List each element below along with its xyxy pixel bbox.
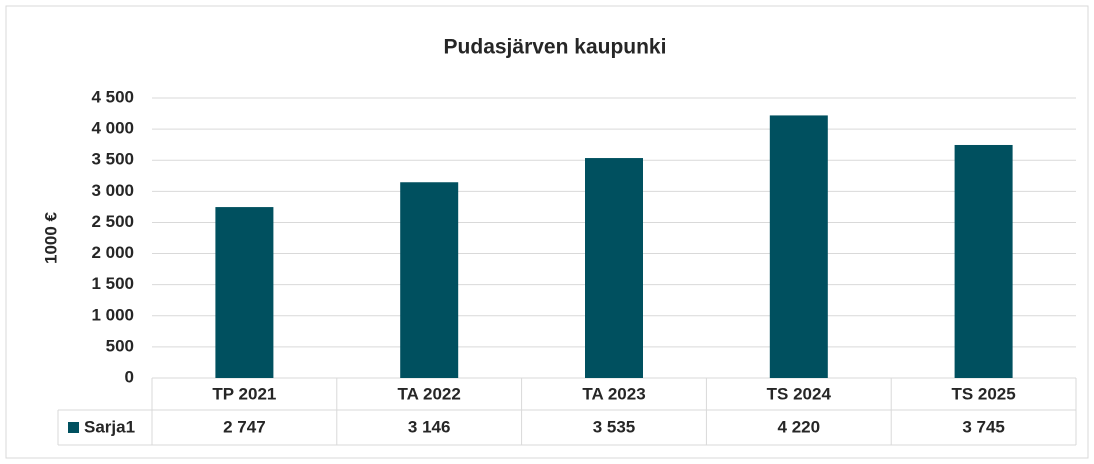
y-tick-label: 4 500 xyxy=(91,87,134,106)
legend-swatch xyxy=(68,422,79,433)
x-tick-label: TS 2024 xyxy=(767,384,832,403)
y-tick-label: 500 xyxy=(106,336,134,355)
chart-border xyxy=(5,5,1089,459)
bar xyxy=(954,144,1013,378)
x-tick-label: TA 2022 xyxy=(398,384,461,403)
x-tick-label: TA 2023 xyxy=(582,384,645,403)
table-value: 4 220 xyxy=(778,417,821,436)
table-value: 2 747 xyxy=(223,417,266,436)
bar xyxy=(585,158,643,378)
table-value: 3 745 xyxy=(962,417,1005,436)
y-tick-label: 0 xyxy=(125,367,134,386)
table-value: 3 146 xyxy=(408,417,451,436)
bar xyxy=(769,115,828,378)
y-tick-label: 3 000 xyxy=(91,181,134,200)
chart-title: Pudasjärven kaupunki xyxy=(444,36,667,59)
y-tick-label: 2 000 xyxy=(91,243,134,262)
y-axis-label: 1000 € xyxy=(41,211,60,264)
legend-label: Sarja1 xyxy=(84,417,135,436)
bar xyxy=(400,182,459,378)
x-tick-label: TS 2025 xyxy=(951,384,1015,403)
y-tick-label: 2 500 xyxy=(91,212,134,231)
x-tick-label: TP 2021 xyxy=(212,384,276,403)
bar xyxy=(215,207,274,378)
y-tick-label: 1 000 xyxy=(91,305,134,324)
y-tick-label: 3 500 xyxy=(91,150,134,169)
y-tick-label: 1 500 xyxy=(91,274,134,293)
table-value: 3 535 xyxy=(593,417,636,436)
y-tick-label: 4 000 xyxy=(91,119,134,138)
